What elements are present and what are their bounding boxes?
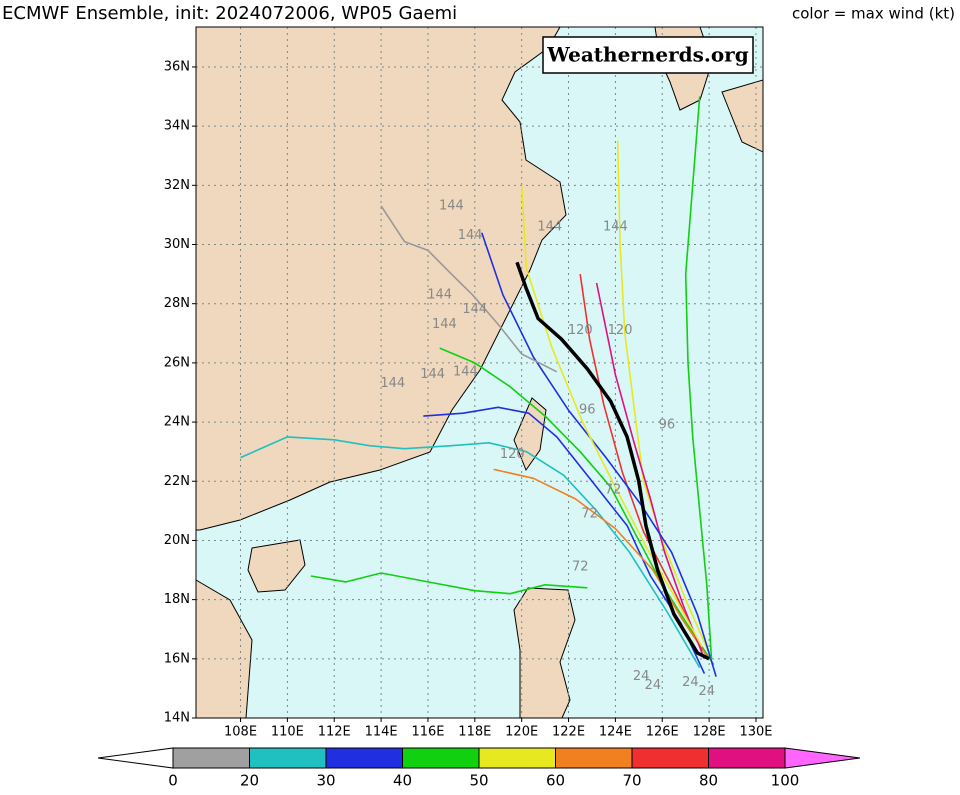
title: ECMWF Ensemble, init: 2024072006, WP05 G… [2,3,457,24]
track [423,406,706,674]
colorbar-box [478,747,556,769]
track [493,468,708,657]
colorbar-label: 60 [546,772,565,790]
subtitle: color = max wind (kt) [792,5,955,23]
land-luzon [513,587,576,719]
colorbar-box [249,747,327,769]
map-frame [195,26,764,719]
x-tick-label: 110E [271,725,304,740]
y-tick-label: 36N [164,59,190,74]
y-tick-label: 16N [164,651,190,666]
track [439,347,715,666]
colorbar-box [325,747,403,769]
hour-label: 144 [439,199,464,214]
hour-label: 144 [462,302,487,317]
y-tick-label: 32N [164,178,190,193]
track [515,261,710,661]
hour-label: 24 [633,669,650,684]
colorbar-label: 0 [168,772,178,790]
y-tick-label: 20N [164,533,190,548]
colorbar-over [784,747,861,769]
hour-label: 72 [605,483,622,498]
track [616,140,710,654]
x-tick-label: 124E [599,725,632,740]
hour-label: 144 [432,317,457,332]
y-tick-label: 24N [164,415,190,430]
land [195,26,764,719]
colorbar-box [402,747,480,769]
colorbar-label: 50 [469,772,488,790]
x-tick-label: 108E [224,725,257,740]
track [684,96,713,659]
hour-label: 144 [427,287,452,302]
hour-label: 120 [568,323,593,338]
colorbar-label: 80 [699,772,718,790]
hour-label: 144 [380,376,405,391]
colorbar-box [631,747,709,769]
hour-label: 144 [537,219,562,234]
x-tick-label: 120E [505,725,538,740]
track [579,273,703,651]
y-tick-label: 30N [164,237,190,252]
hour-label: 72 [581,506,598,521]
colorbar-under [97,747,174,769]
y-tick-label: 34N [164,119,190,134]
land-taiwan [513,397,547,472]
x-tick-label: 112E [318,725,351,740]
hour-label: 144 [603,219,628,234]
colorbar-label: 30 [316,772,335,790]
x-tick-label: 114E [365,725,398,740]
hour-label: 120 [608,323,633,338]
hour-label: 24 [682,675,699,690]
watermark-box [542,36,754,74]
track [310,572,588,595]
hour-label: 24 [698,684,715,699]
hour-label: 72 [572,560,589,575]
track [240,436,701,669]
colorbar-box [172,747,250,769]
x-tick-label: 118E [458,725,491,740]
x-tick-label: 122E [552,725,585,740]
x-tick-label: 116E [411,725,444,740]
colorbar-box [708,747,786,769]
colorbar-label: 20 [240,772,259,790]
hour-label: 144 [420,367,445,382]
y-tick-label: 18N [164,592,190,607]
y-tick-label: 14N [164,711,190,726]
hour-label: 24 [645,678,662,693]
colorbar-label: 70 [622,772,641,790]
y-tick-label: 22N [164,474,190,489]
hour-label: 144 [453,364,478,379]
hour-label: 120 [500,447,525,462]
colorbar-label: 100 [771,772,800,790]
track [520,185,703,648]
colorbar-label: 40 [393,772,412,790]
land-china [195,26,567,531]
colorbar-box [555,747,633,769]
watermark: Weathernerds.org [546,43,748,67]
y-tick-label: 28N [164,296,190,311]
track [595,282,706,660]
track [380,205,558,373]
x-tick-label: 130E [739,725,772,740]
hour-label: 96 [659,418,676,433]
x-tick-label: 128E [693,725,726,740]
x-tick-label: 126E [646,725,679,740]
hour-label: 96 [579,403,596,418]
hour-label: 144 [458,228,483,243]
track [481,232,717,677]
y-tick-label: 26N [164,355,190,370]
